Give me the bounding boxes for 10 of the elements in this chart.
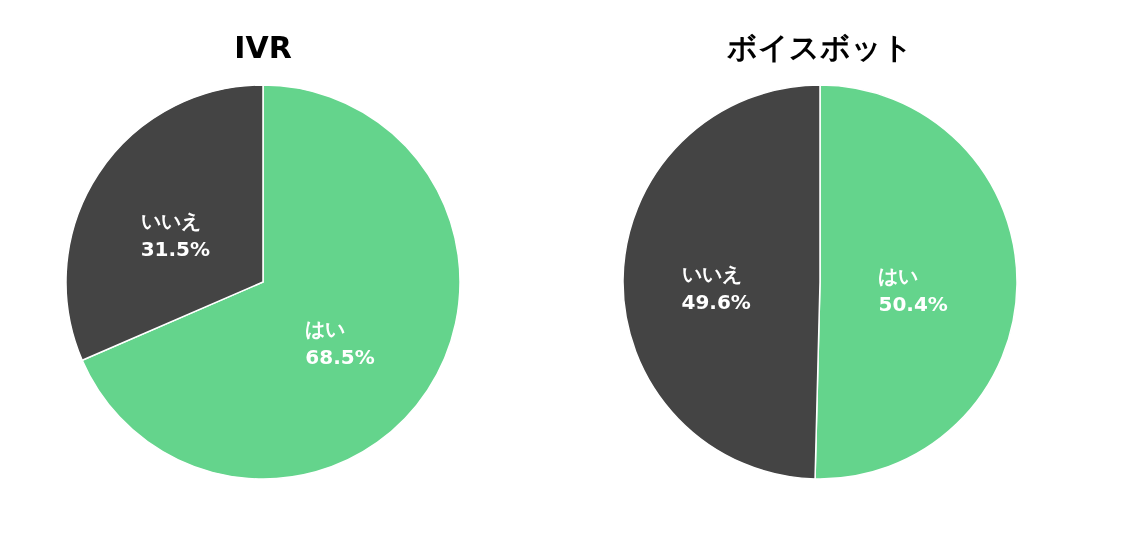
data-label: 49.6%: [681, 289, 751, 314]
slice-label: いいえ: [140, 208, 201, 233]
chart-title: IVR: [234, 30, 292, 65]
data-label: 50.4%: [878, 292, 948, 317]
chart-title: ボイスボット: [727, 30, 913, 65]
data-label: 31.5%: [140, 236, 211, 261]
slice-label: はい: [878, 264, 919, 289]
slice-label: いいえ: [681, 261, 742, 286]
data-label: 68.5%: [305, 345, 375, 370]
slice-label: はい: [305, 317, 346, 342]
